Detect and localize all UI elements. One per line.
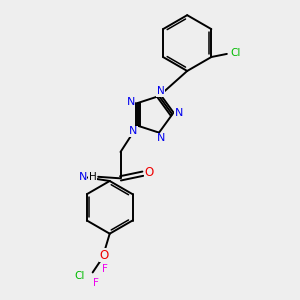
Text: N: N — [129, 126, 137, 136]
Text: N: N — [156, 133, 165, 143]
Text: N: N — [175, 108, 183, 118]
Text: Cl: Cl — [230, 48, 241, 58]
Text: H: H — [89, 172, 97, 182]
Text: N: N — [127, 97, 135, 106]
Text: N: N — [79, 172, 87, 182]
Text: F: F — [101, 264, 107, 274]
Text: N: N — [157, 86, 164, 96]
Text: F: F — [93, 278, 99, 288]
Text: O: O — [100, 249, 109, 262]
Text: O: O — [144, 166, 154, 179]
Text: Cl: Cl — [74, 271, 85, 281]
